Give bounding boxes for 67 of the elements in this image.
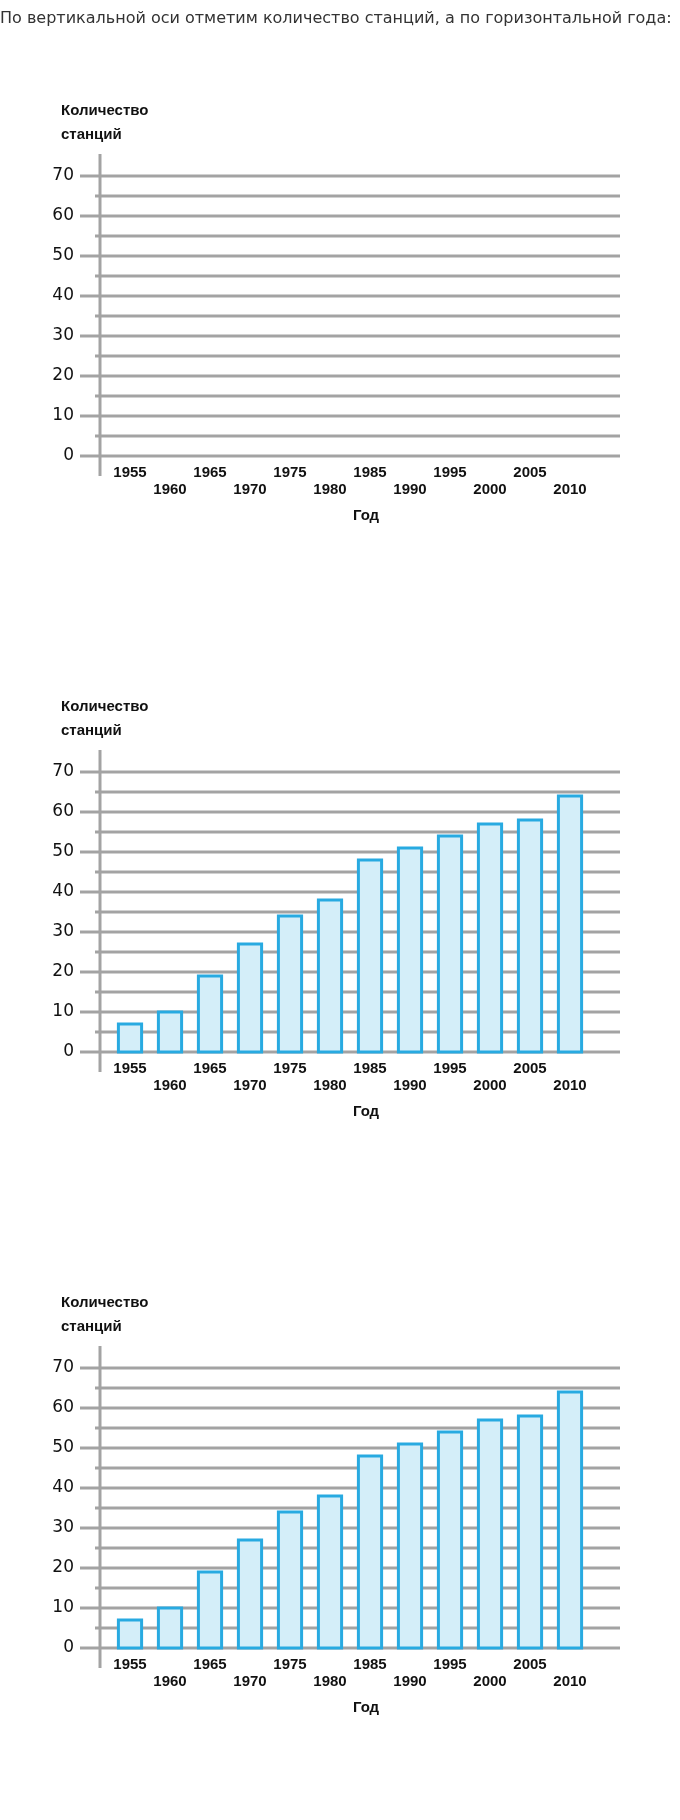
x-tick-label: 1990: [393, 1076, 427, 1094]
x-tick-label: 1995: [433, 1654, 467, 1672]
y-tick-label: 60: [52, 800, 74, 821]
y-tick-label: 60: [52, 204, 74, 225]
y-tick-label: 20: [52, 364, 74, 385]
y-axis-title: Количество станций: [61, 697, 149, 739]
x-tick-label: 1995: [433, 462, 467, 480]
x-tick-label: 1970: [233, 1672, 267, 1690]
x-tick-label: 1960: [153, 480, 187, 498]
x-tick-label: 1955: [113, 1058, 147, 1076]
x-tick-label: 2000: [473, 1672, 507, 1690]
x-axis-title: Год: [352, 506, 380, 524]
x-tick-label: 2005: [513, 462, 547, 480]
x-tick-label: 1985: [353, 1058, 387, 1076]
x-tick-label: 1980: [313, 1076, 347, 1094]
x-axis-title: Год: [352, 1102, 380, 1120]
y-tick-label: 30: [52, 1516, 74, 1537]
y-tick-label: 40: [52, 1476, 74, 1497]
x-tick-label: 1970: [233, 480, 267, 498]
y-tick-label: 40: [52, 284, 74, 305]
y-tick-label: 0: [63, 444, 74, 465]
x-tick-label: 1980: [313, 1672, 347, 1690]
y-tick-label: 70: [52, 760, 74, 781]
x-tick-label: 1955: [113, 462, 147, 480]
x-tick-label: 1980: [313, 480, 347, 498]
y-axis-title: Количество станций: [61, 1293, 149, 1335]
y-tick-label: 50: [52, 244, 74, 265]
y-tick-label: 50: [52, 1436, 74, 1457]
x-tick-label: 1965: [193, 462, 227, 480]
y-tick-label: 20: [52, 960, 74, 981]
y-tick-label: 30: [52, 324, 74, 345]
x-tick-label: 1965: [193, 1654, 227, 1672]
x-tick-label: 2000: [473, 1076, 507, 1094]
y-tick-label: 30: [52, 920, 74, 941]
y-tick-label: 40: [52, 880, 74, 901]
x-tick-label: 1990: [393, 1672, 427, 1690]
x-tick-label: 2005: [513, 1654, 547, 1672]
x-tick-label: 2000: [473, 480, 507, 498]
x-tick-label: 1985: [353, 1654, 387, 1672]
x-tick-label: 1960: [153, 1672, 187, 1690]
x-tick-label: 1965: [193, 1058, 227, 1076]
y-tick-label: 60: [52, 1396, 74, 1417]
y-tick-label: 70: [52, 1356, 74, 1377]
y-tick-label: 10: [52, 1596, 74, 1617]
chart-title: По вертикальной оси отметим количество станций, а по горизонтальной года:: [0, 8, 673, 27]
x-tick-label: 1990: [393, 480, 427, 498]
x-tick-label: 1985: [353, 462, 387, 480]
x-tick-label: 2010: [553, 1672, 587, 1690]
x-axis-title: Год: [352, 1698, 380, 1716]
x-tick-label: 1995: [433, 1058, 467, 1076]
x-tick-label: 1970: [233, 1076, 267, 1094]
y-tick-label: 0: [63, 1636, 74, 1657]
x-tick-label: 1975: [273, 462, 307, 480]
y-tick-label: 70: [52, 164, 74, 185]
y-axis-title: Количество станций: [61, 101, 149, 143]
y-tick-label: 50: [52, 840, 74, 861]
y-tick-label: 20: [52, 1556, 74, 1577]
x-tick-label: 1975: [273, 1654, 307, 1672]
y-tick-label: 10: [52, 1000, 74, 1021]
x-tick-label: 1960: [153, 1076, 187, 1094]
x-tick-label: 2010: [553, 1076, 587, 1094]
x-tick-label: 2005: [513, 1058, 547, 1076]
x-tick-label: 1955: [113, 1654, 147, 1672]
x-tick-label: 1975: [273, 1058, 307, 1076]
y-tick-label: 10: [52, 404, 74, 425]
x-tick-label: 2010: [553, 480, 587, 498]
y-tick-label: 0: [63, 1040, 74, 1061]
